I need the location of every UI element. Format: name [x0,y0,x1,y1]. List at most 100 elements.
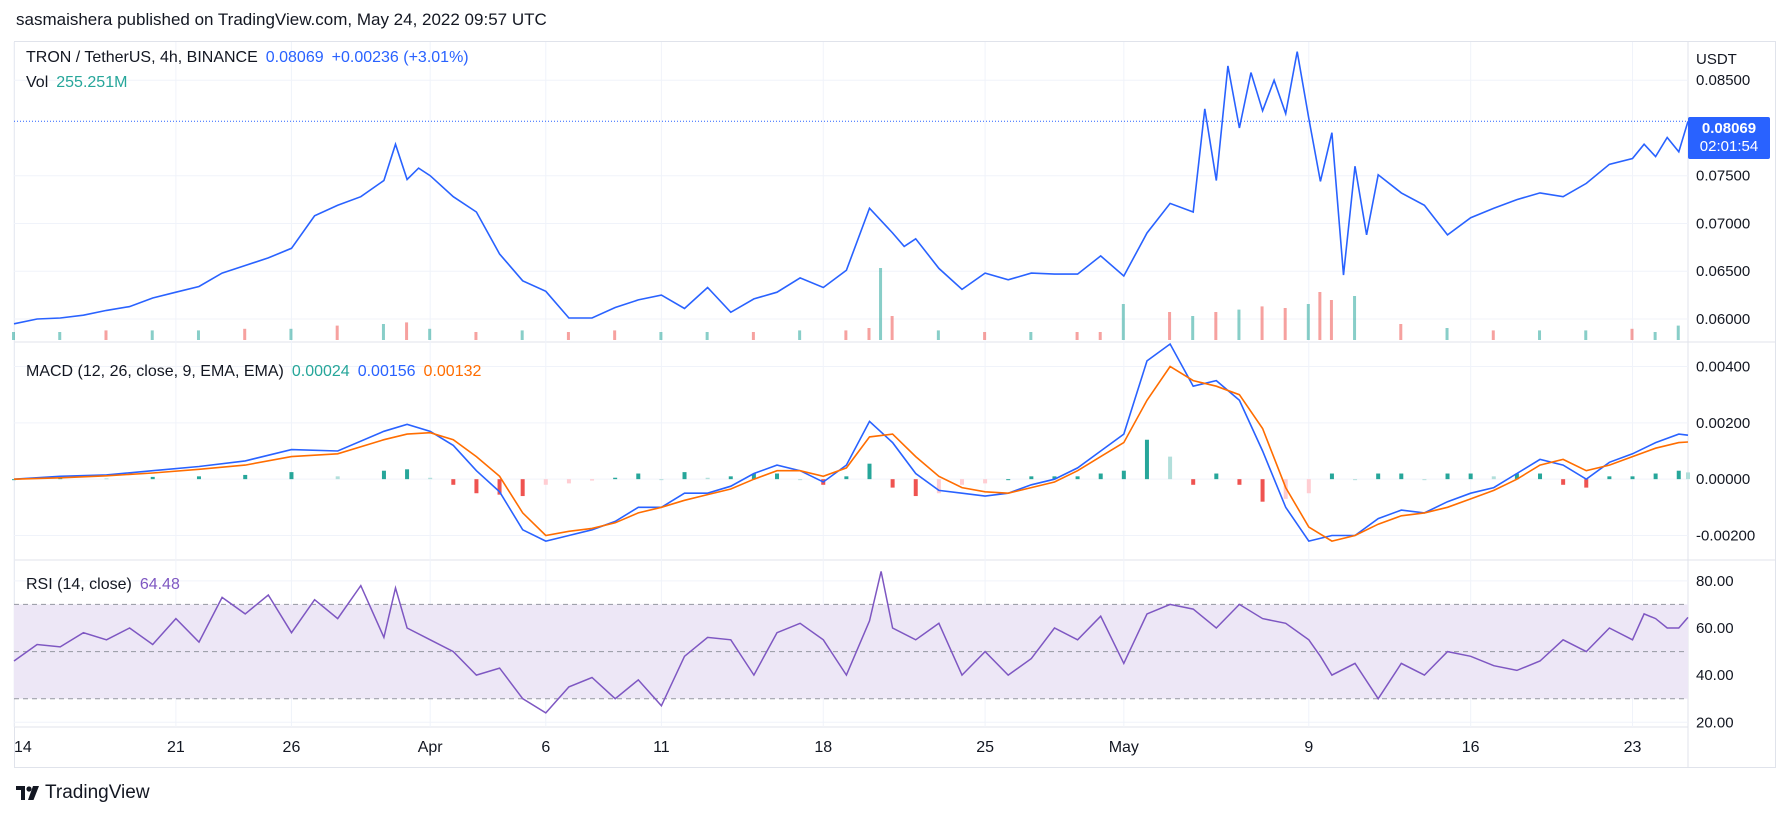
macd-histogram-bar [1214,473,1219,480]
volume-bar [1098,332,1102,340]
macd-histogram-bar [1121,470,1126,480]
rsi-y-tick-label: 20.00 [1696,714,1734,731]
volume-bar [1214,312,1218,340]
macd-signal-line [13,365,1689,542]
x-tick-label: 16 [1462,739,1480,756]
rsi-label[interactable]: RSI (14, close) [26,576,132,593]
volume-bar [1399,324,1403,340]
macd-histogram-bar [543,479,548,485]
x-tick-label: 14 [14,739,32,756]
macd-histogram-bar [590,479,595,481]
bar-countdown: 02:01:54 [1699,138,1759,155]
macd-histogram-bar [1329,473,1334,480]
volume-bar [243,328,247,340]
volume-bar [474,332,478,340]
macd-histogram-bar [613,477,618,480]
volume-bar [1075,332,1079,340]
macd-histogram-bar [1630,476,1635,480]
x-tick-label: 26 [283,739,301,756]
symbol-label[interactable]: TRON / TetherUS, 4h, BINANCE [26,49,258,66]
volume-bar [1168,312,1172,340]
macd-histogram-bar [520,479,525,497]
price-y-tick-label: 0.07500 [1696,168,1750,185]
macd-histogram-bar [1168,456,1173,480]
volume-bar [983,332,987,340]
rsi-y-tick-label: 60.00 [1696,620,1734,637]
volume-bar [428,328,432,340]
macd-histogram-bar [1514,473,1519,480]
macd-histogram-bar [1353,479,1358,481]
volume-bar [12,332,15,340]
volume-bar [705,332,709,340]
macd-histogram-bar [1237,479,1242,485]
volume-bar [150,330,154,340]
macd-histogram-bar [867,463,872,480]
macd-line-value: 0.00156 [357,363,416,380]
volume-bar [1283,308,1287,340]
tradingview-logo[interactable]: TradingView [16,782,150,804]
macd-y-tick-label: 0.00000 [1696,471,1750,488]
volume-bar [58,332,62,340]
macd-histogram-bar [1538,473,1543,480]
volume-bar [844,330,848,340]
macd-histogram-bar [428,477,433,480]
macd-histogram-bar [289,472,294,480]
volume-bar [520,330,524,340]
volume-bar [1676,325,1680,340]
macd-histogram-bar [1098,473,1103,480]
macd-histogram-bar [1260,479,1265,502]
price-series-line [13,51,1689,325]
x-tick-label: 11 [653,739,670,756]
macd-histogram-bar [566,479,571,484]
macd-histogram-bar [104,478,109,480]
macd-label[interactable]: MACD (12, 26, close, 9, EMA, EMA) [26,363,284,380]
macd-histogram-bar [682,472,687,480]
macd-histogram-bar [1029,476,1034,480]
price-legend: TRON / TetherUS, 4h, BINANCE 0.08069 +0.00… [26,49,477,67]
macd-hist-value: 0.00024 [291,363,350,380]
volume-bar [1653,332,1657,340]
macd-histogram-bar [705,477,710,480]
macd-histogram-bar [1144,439,1149,480]
volume-bar [890,316,894,340]
x-tick-label: Apr [418,739,444,756]
volume-bar [381,324,385,340]
x-tick-label: 18 [814,739,832,756]
volume-bar [1191,316,1195,340]
macd-signal-value: 0.00132 [423,363,482,380]
volume-bar [867,328,871,340]
rsi-legend: RSI (14, close) 64.48 [26,576,188,594]
volume-label: Vol [26,74,49,91]
volume-bar [1260,306,1264,340]
macd-histogram-bar [913,479,918,497]
volume-bar [335,325,339,340]
price-y-tick-label: 0.06000 [1696,311,1750,328]
volume-bar [1306,304,1310,340]
volume-bar [289,328,293,340]
macd-histogram-bar [1653,473,1658,480]
rsi-y-tick-label: 40.00 [1696,667,1734,684]
volume-bar [798,330,802,340]
volume-bar [1121,304,1125,340]
macd-histogram-bar [1006,479,1011,481]
macd-histogram-bar [497,479,502,495]
macd-histogram-bar [1075,476,1080,480]
macd-histogram-bar [659,479,664,481]
volume-bar [1318,292,1322,340]
volume-bar [1353,296,1357,340]
price-y-tick-label: 0.07000 [1696,215,1750,232]
macd-histogram-bar [1422,479,1427,481]
macd-histogram-bar [1306,479,1311,494]
macd-histogram-bar [1607,476,1612,480]
rsi-value: 64.48 [139,576,180,593]
price-y-tick-label: 0.08500 [1696,72,1750,89]
volume-bar [1630,328,1634,340]
volume-bar [879,268,883,340]
macd-histogram-bar [1676,470,1681,480]
publisher-line: sasmaishera published on TradingView.com… [16,10,547,29]
macd-histogram-bar [335,476,340,480]
volume-bar [936,330,940,340]
volume-bar [104,330,108,340]
tradingview-logo-text: TradingView [45,782,150,803]
